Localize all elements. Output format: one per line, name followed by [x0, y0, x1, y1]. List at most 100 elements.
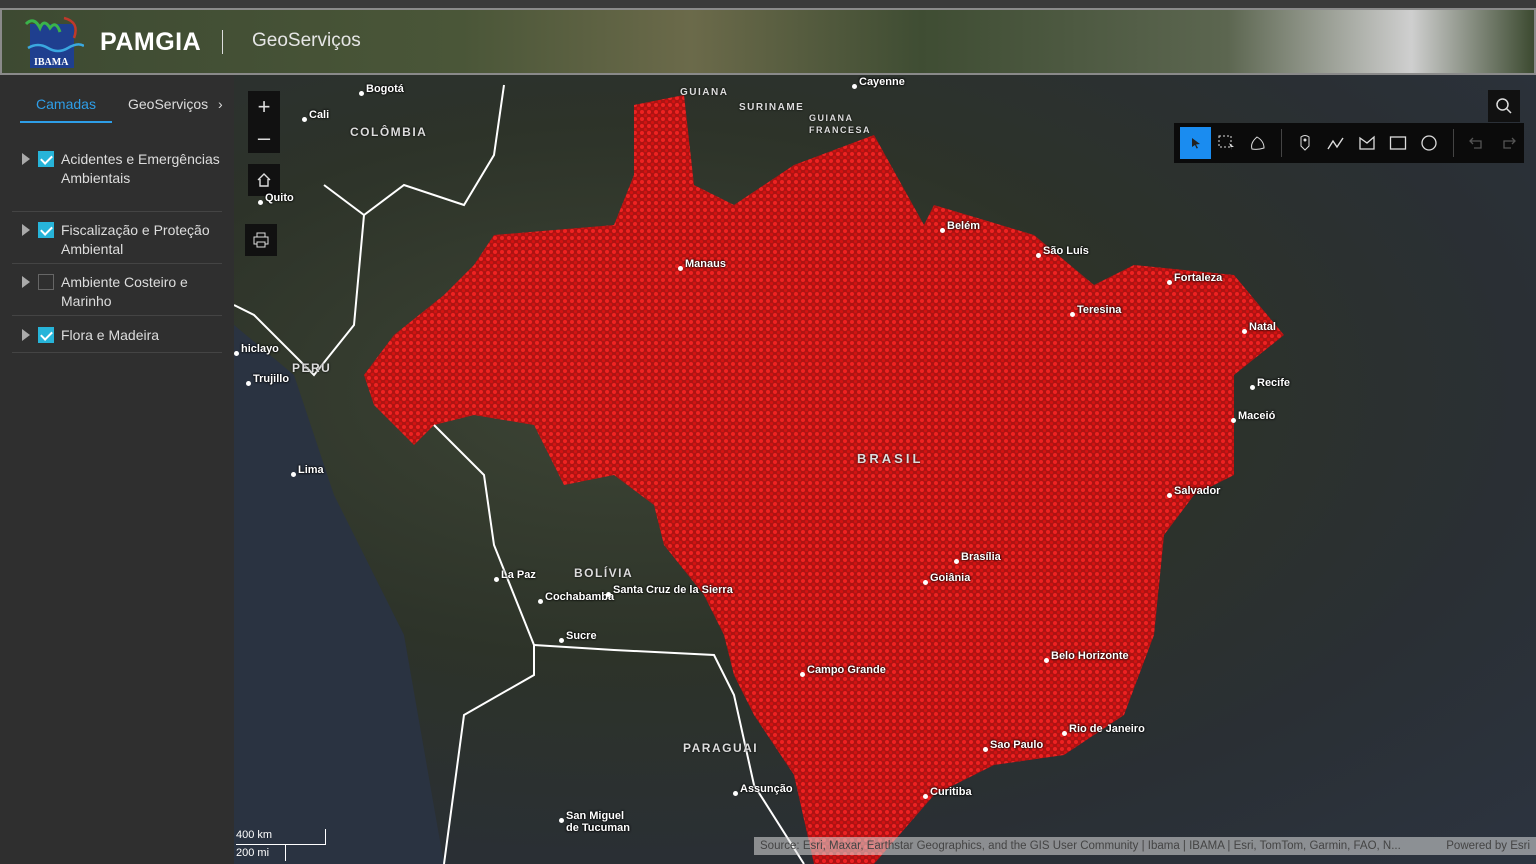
- layer-label: Ambiente Costeiro e Marinho: [61, 274, 188, 309]
- country-label: PARAGUAI: [683, 741, 759, 755]
- city-label: Teresina: [1069, 304, 1122, 317]
- undo-button[interactable]: [1462, 127, 1493, 159]
- powered-by-esri[interactable]: Powered by Esri: [1446, 840, 1530, 852]
- layer-checkbox[interactable]: [38, 151, 54, 167]
- redo-icon: [1503, 137, 1517, 149]
- map-attribution[interactable]: Source: Esri, Maxar, Earthstar Geographi…: [754, 837, 1536, 855]
- country-label: BRASIL: [857, 451, 924, 466]
- city-label: Maceió: [1230, 410, 1276, 423]
- city-label: La Paz: [494, 569, 571, 582]
- country-label: GUIANA FRANCESA: [809, 113, 872, 135]
- country-borders: [234, 84, 805, 864]
- brand-name: PAMGIA: [100, 28, 202, 56]
- country-label: COLÔMBIA: [350, 125, 428, 139]
- city-label: Campo Grande: [800, 664, 886, 677]
- city-label: Rio de Janeiro: [1062, 723, 1145, 736]
- expand-icon[interactable]: [22, 224, 30, 236]
- search-button[interactable]: [1488, 90, 1520, 122]
- city-label: Trujillo: [245, 373, 290, 386]
- undo-icon: [1469, 137, 1483, 149]
- layer-checkbox[interactable]: [38, 222, 54, 238]
- city-label: Bogotá: [359, 83, 404, 96]
- city-label: Cali: [301, 109, 330, 122]
- polygon-tool[interactable]: [1352, 127, 1383, 159]
- layer-label: Acidentes e Emergências Ambientais: [61, 151, 220, 186]
- country-label: PERU: [292, 361, 332, 375]
- point-tool[interactable]: [1290, 127, 1321, 159]
- scale-mi: 200 mi: [236, 845, 286, 861]
- ibama-logo-text: IBAMA: [34, 57, 69, 68]
- rectangle-tool[interactable]: [1383, 127, 1414, 159]
- ibama-logo: IBAMA: [24, 16, 84, 68]
- city-label: Salvador: [1166, 485, 1221, 498]
- scale-km: 400 km: [236, 829, 326, 845]
- select-tool[interactable]: [1180, 127, 1211, 159]
- polygon-icon: [1359, 135, 1376, 150]
- city-label: Cochabamba: [537, 591, 615, 604]
- rectangle-icon: [1390, 136, 1407, 150]
- sketch-toolbar: [1174, 123, 1524, 163]
- zoom-out-button[interactable]: –: [248, 122, 280, 153]
- city-label: Recife: [1249, 377, 1291, 390]
- tabs-scroll-right-icon[interactable]: ›: [218, 96, 223, 112]
- expand-icon[interactable]: [22, 153, 30, 165]
- circle-tool[interactable]: [1414, 127, 1445, 159]
- city-label: Manaus: [678, 258, 726, 271]
- tab-geoservicos[interactable]: GeoServiços: [128, 96, 209, 112]
- cursor-icon: [1191, 138, 1200, 149]
- layer-checkbox[interactable]: [38, 327, 54, 343]
- layer-item[interactable]: Acidentes e Emergências Ambientais: [12, 150, 222, 212]
- expand-icon[interactable]: [22, 329, 30, 341]
- city-label: Fortaleza: [1166, 272, 1223, 285]
- layer-label: Fiscalização e Proteção Ambiental: [61, 222, 210, 257]
- map-layer: [234, 84, 1284, 864]
- map-view[interactable]: + – COLÔMBIA GUIANA SURINAME GUIANA FRAN…: [234, 75, 1536, 864]
- city-label: hiclayo: [234, 343, 279, 356]
- rectangle-select-icon: [1218, 135, 1234, 150]
- country-label: BOLÍVIA: [574, 566, 634, 580]
- app-header: IBAMA PAMGIA GeoServiços: [0, 8, 1536, 75]
- city-label: Quito: [258, 192, 294, 205]
- redo-button[interactable]: [1493, 127, 1524, 159]
- home-button[interactable]: [248, 164, 280, 196]
- city-label: Curitiba: [923, 786, 972, 799]
- search-icon: [1496, 98, 1512, 114]
- print-button[interactable]: [245, 224, 277, 256]
- printer-icon: [253, 232, 269, 248]
- attribution-text: Source: Esri, Maxar, Earthstar Geographi…: [760, 840, 1401, 852]
- city-label: Sao Paulo: [982, 739, 1044, 752]
- tab-camadas[interactable]: Camadas: [20, 96, 112, 123]
- polyline-tool[interactable]: [1321, 127, 1352, 159]
- brazil-incident-points: [364, 95, 1284, 864]
- app-title: GeoServiços: [252, 30, 361, 51]
- city-label: Santa Cruz de la Sierra: [606, 584, 733, 597]
- city-label: Cayenne: [852, 76, 905, 89]
- layer-item[interactable]: Ambiente Costeiro e Marinho: [12, 273, 222, 316]
- scale-bar: 400 km 200 mi: [236, 829, 326, 861]
- city-label: Sucre: [559, 630, 597, 643]
- layer-label: Flora e Madeira: [61, 327, 160, 343]
- toolbar-divider: [1452, 129, 1454, 157]
- sidebar: Camadas GeoServiços › Acidentes e Emergê…: [0, 75, 234, 864]
- city-label: Belo Horizonte: [1044, 650, 1129, 663]
- zoom-in-button[interactable]: +: [248, 91, 280, 122]
- layer-item[interactable]: Fiscalização e Proteção Ambiental: [12, 221, 222, 264]
- city-label: São Luís: [1036, 245, 1089, 258]
- circle-icon: [1421, 135, 1438, 151]
- expand-icon[interactable]: [22, 276, 30, 288]
- header-divider: [222, 30, 223, 54]
- lasso-select-tool[interactable]: [1242, 127, 1273, 159]
- ocean-shade: [234, 325, 444, 864]
- rectangle-select-tool[interactable]: [1211, 127, 1242, 159]
- top-strip: [0, 0, 1536, 8]
- layer-item[interactable]: Flora e Madeira: [12, 326, 222, 353]
- lasso-icon: [1250, 136, 1265, 150]
- city-label: San Miguel de Tucuman: [559, 810, 636, 834]
- layer-checkbox[interactable]: [38, 274, 54, 290]
- city-label: Belém: [939, 220, 981, 233]
- polyline-icon: [1327, 137, 1345, 150]
- toolbar-divider: [1281, 129, 1282, 157]
- city-label: Assunção: [733, 783, 793, 796]
- map-pin-icon: [1300, 135, 1310, 151]
- city-label: Lima: [291, 464, 324, 477]
